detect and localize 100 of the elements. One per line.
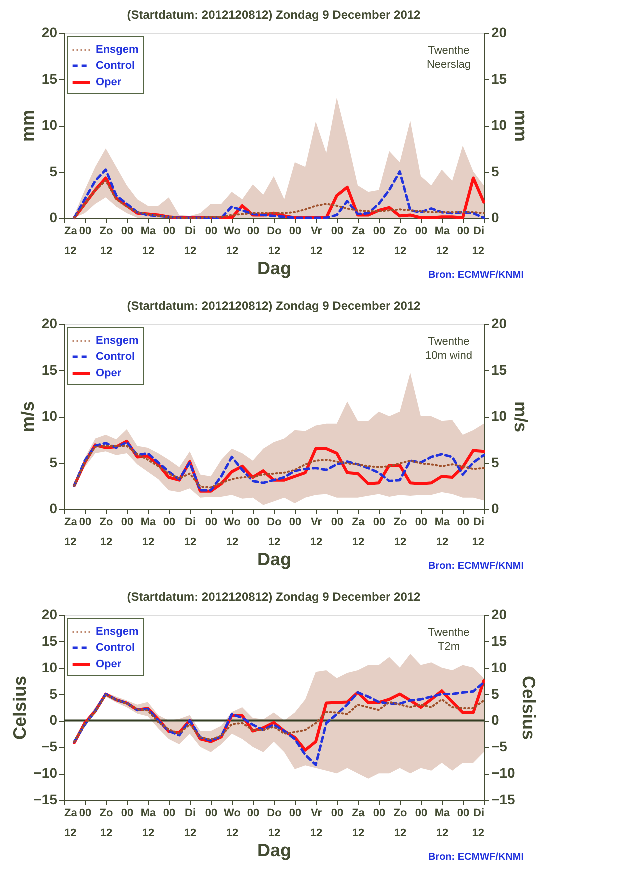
x-tick-label: 00 [457, 516, 470, 528]
x-tick-label: Za 12 [352, 516, 366, 548]
x-tick-label: Do 12 [267, 516, 282, 548]
x-tick-label: 00 [121, 808, 134, 820]
x-tick-label: 00 [205, 226, 218, 238]
chart-title: (Startdatum: 2012120812) Zondag 9 December 2012 [127, 590, 422, 604]
y-tick-label: 5 [50, 454, 58, 470]
x-tick-label: 00 [415, 516, 428, 528]
annotation: Twenthe [428, 336, 470, 348]
y-tick-label: 0 [50, 712, 58, 728]
y2-tick-label: 15 [492, 362, 508, 378]
x-tick-label: Di 12 [472, 226, 484, 258]
x-axis-title: Dag [257, 550, 292, 570]
legend-label: Oper [96, 76, 122, 88]
y2-tick-label: 15 [492, 70, 508, 87]
x-axis-title: Dag [257, 840, 292, 860]
y-tick-label: 5 [50, 686, 58, 702]
y2-tick-label: 10 [492, 408, 508, 424]
y-tick-label: −15 [34, 792, 58, 808]
x-tick-label: Di 12 [472, 516, 484, 548]
x-tick-label: 00 [373, 516, 386, 528]
x-tick-label: 00 [331, 808, 344, 820]
y2-tick-label: 20 [492, 606, 508, 622]
x-tick-label: Zo 12 [100, 808, 114, 840]
x-tick-label: 00 [79, 516, 92, 528]
legend-label: Ensgem [96, 335, 140, 347]
x-tick-label: Za 12 [64, 226, 78, 258]
x-tick-label: 00 [79, 808, 92, 820]
x-tick-label: Zo 12 [394, 226, 408, 258]
x-tick-label: Di 12 [184, 226, 197, 258]
annotation: Neerslag [426, 59, 472, 71]
x-tick-label: Zo 12 [100, 226, 114, 258]
y2-tick-label: 0 [492, 500, 500, 516]
x-tick-label: Za 12 [352, 808, 366, 840]
y2-tick-label: 5 [492, 686, 500, 702]
y-tick-label: 10 [42, 659, 58, 676]
legend-label: Ensgem [96, 44, 140, 56]
y2-tick-label: −10 [492, 765, 516, 782]
x-tick-label: Za 12 [64, 516, 78, 548]
x-tick-label: 00 [247, 226, 260, 238]
y2-tick-label: −15 [492, 792, 516, 808]
x-tick-label: 00 [457, 226, 470, 238]
y2-tick-label: 10 [492, 117, 508, 133]
text: Bron: ECMWF/KNMI [428, 561, 524, 572]
line-series [73, 681, 486, 766]
annotation: 10m wind [425, 350, 473, 362]
y-tick-label: 0 [50, 210, 58, 226]
legend-label: Ensgem [96, 626, 140, 638]
y2-axis-title: Celsius [519, 676, 540, 740]
legend-label: Control [96, 351, 136, 363]
x-tick-label: 00 [247, 516, 260, 528]
x-tick-label: Ma 12 [140, 808, 158, 840]
x-tick-label: Ma 12 [140, 226, 158, 258]
chart-title: (Startdatum: 2012120812) Zondag 9 December 2012 [127, 8, 422, 22]
y-tick-label: 5 [50, 163, 58, 180]
y-tick-label: 15 [42, 632, 58, 649]
x-tick-label: Di 12 [472, 808, 484, 840]
x-tick-label: Ma 12 [434, 808, 452, 840]
y-tick-label: 0 [50, 500, 58, 516]
x-tick-label: Wo 12 [224, 516, 242, 548]
y-tick-label: −5 [42, 738, 58, 755]
x-tick-label: 00 [163, 808, 176, 820]
y-tick-label: −10 [34, 765, 58, 782]
x-tick-label: 00 [121, 226, 134, 238]
legend-label: Control [96, 642, 136, 654]
x-tick-label: Ma 12 [434, 516, 452, 548]
y2-axis-title: m/s [511, 401, 532, 433]
x-tick-label: 00 [79, 226, 92, 238]
y-axis-title: m/s [18, 401, 38, 433]
x-tick-label: 00 [373, 226, 386, 238]
y2-tick-label: 20 [492, 24, 508, 40]
x-tick-label: Do 12 [267, 808, 282, 840]
y-axis-title: Celsius [10, 676, 30, 740]
x-tick-label: Ma 12 [434, 226, 452, 258]
x-tick-label: 00 [415, 226, 428, 238]
y-tick-label: 15 [42, 70, 58, 87]
x-tick-label: Wo 12 [224, 808, 242, 840]
x-tick-label: 00 [205, 808, 218, 820]
x-tick-label: 00 [289, 226, 302, 238]
text: Bron: ECMWF/KNMI [428, 852, 524, 863]
x-tick-label: 00 [457, 808, 470, 820]
x-tick-label: Vr 12 [310, 808, 323, 840]
y2-tick-label: 5 [492, 454, 500, 470]
y-tick-label: 10 [42, 408, 58, 424]
x-tick-label: 00 [121, 516, 134, 528]
x-tick-label: 00 [373, 808, 386, 820]
x-tick-label: Ma 12 [140, 516, 158, 548]
x-tick-label: Zo 12 [394, 808, 408, 840]
x-tick-label: Vr 12 [310, 226, 323, 258]
y-tick-label: 20 [42, 316, 58, 332]
x-tick-label: Do 12 [267, 226, 282, 258]
x-tick-label: Wo 12 [224, 226, 242, 258]
x-tick-label: Zo 12 [394, 516, 408, 548]
legend-label: Oper [96, 658, 122, 670]
annotation: Twenthe [428, 627, 470, 639]
y-tick-label: 10 [42, 117, 58, 133]
x-tick-label: Zo 12 [100, 516, 114, 548]
annotation: Twenthe [428, 45, 470, 57]
y2-tick-label: 5 [492, 163, 500, 180]
y-axis-title: mm [18, 110, 38, 142]
